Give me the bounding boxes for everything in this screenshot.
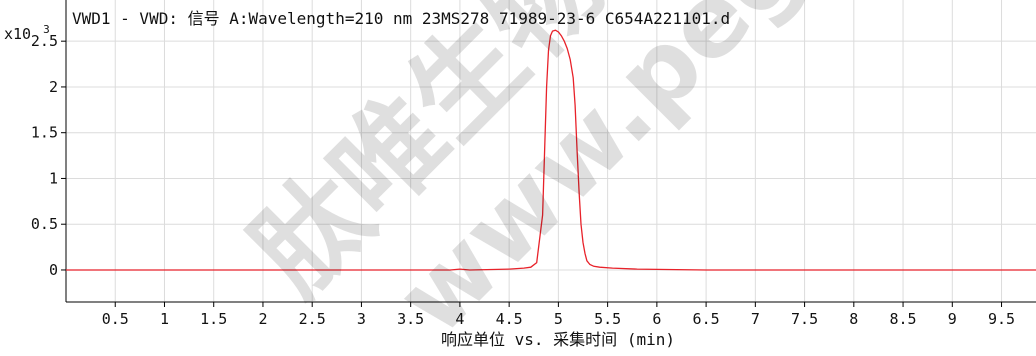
y-multiplier-exponent: 3 [43, 23, 50, 36]
x-tick-label: 5 [554, 310, 563, 328]
y-tick-label: 0 [49, 261, 58, 279]
series-layer [66, 29, 1036, 271]
x-tick-label: 2 [258, 310, 267, 328]
x-tick-label: 0.5 [102, 310, 129, 328]
y-ticks: 0 0.5 1 1.5 2 2.5 [31, 32, 66, 279]
x-tick-label: 4.5 [496, 310, 523, 328]
x-tick-label: 9.5 [988, 310, 1015, 328]
y-tick-label: 0.5 [31, 215, 58, 233]
x-tick-label: 1 [160, 310, 169, 328]
x-tick-label: 1.5 [200, 310, 227, 328]
x-tick-label: 7 [751, 310, 760, 328]
x-tick-label: 5.5 [594, 310, 621, 328]
y-multiplier-base: x10 [4, 25, 31, 43]
grid-layer [66, 0, 1036, 302]
x-tick-label: 8 [849, 310, 858, 328]
x-tick-label: 9 [948, 310, 957, 328]
series-line [66, 29, 1036, 271]
y-tick-label: 1.5 [31, 124, 58, 142]
axes-layer [65, 0, 1036, 303]
watermark: 肽唯生物科技 www.pegt.com [228, 0, 1036, 356]
x-tick-label: 6 [652, 310, 661, 328]
x-tick-label: 3.5 [397, 310, 424, 328]
x-ticks: 0.5 1 1.5 2 2.5 3 3.5 4 4.5 5 5.5 6 6.5 7 7.5 8 8.5 9 9.5 [102, 302, 1015, 328]
y-tick-label: 1 [49, 169, 58, 187]
x-tick-label: 7.5 [791, 310, 818, 328]
y-tick-label: 2.5 [31, 32, 58, 50]
x-tick-label: 2.5 [299, 310, 326, 328]
y-tick-label: 2 [49, 78, 58, 96]
x-tick-label: 4 [455, 310, 464, 328]
x-axis-label: 响应单位 vs. 采集时间 (min) [441, 330, 675, 349]
y-multiplier: x10 3 [4, 23, 50, 43]
x-tick-label: 8.5 [890, 310, 917, 328]
chart-title: VWD1 - VWD: 信号 A:Wavelength=210 nm 23MS2… [72, 9, 730, 28]
x-tick-label: 6.5 [693, 310, 720, 328]
x-tick-label: 3 [357, 310, 366, 328]
